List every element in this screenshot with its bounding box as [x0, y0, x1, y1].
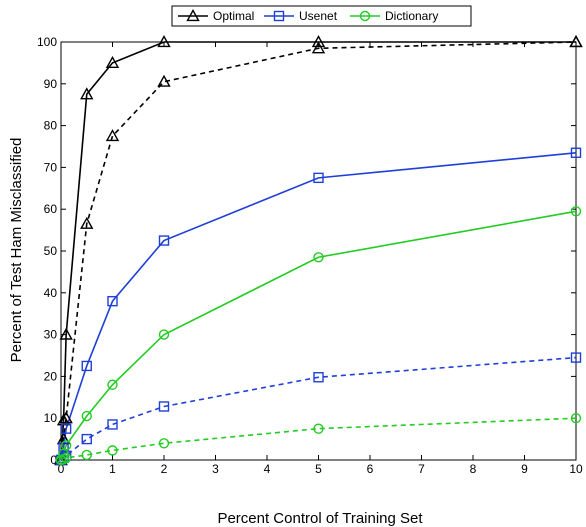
y-axis-label: Percent of Test Ham Misclassified — [8, 138, 25, 363]
data-point-usenet-dashed — [107, 419, 118, 430]
x-tick-label: 3 — [212, 462, 219, 476]
data-point-usenet-solid — [81, 360, 92, 372]
legend-label-optimal: Optimal — [213, 9, 254, 23]
y-tick-label: 80 — [44, 119, 58, 133]
x-tick-label: 9 — [521, 462, 528, 476]
y-tick-label: 90 — [44, 77, 58, 91]
data-point-dictionary-solid — [313, 252, 324, 263]
data-point-optimal-solid — [80, 87, 94, 100]
data-point-optimal-solid — [157, 35, 171, 48]
y-tick-label: 30 — [44, 328, 58, 342]
y-tick-label: 10 — [44, 411, 58, 425]
x-tick-label: 0 — [58, 462, 65, 476]
data-point-optimal-solid — [59, 327, 73, 340]
legend: Optimal Usenet Dictionary — [171, 5, 472, 27]
data-point-optimal-dashed — [157, 74, 171, 87]
x-tick-label: 2 — [161, 462, 168, 476]
data-point-dictionary-dashed — [158, 438, 170, 449]
x-tick-label: 8 — [470, 462, 477, 476]
data-point-usenet-dashed — [570, 352, 582, 363]
x-tick-label: 4 — [264, 462, 271, 476]
data-point-usenet-dashed — [313, 372, 324, 383]
x-tick-label: 6 — [367, 462, 374, 476]
data-point-usenet-solid — [158, 235, 170, 246]
data-point-dictionary-dashed — [313, 423, 324, 434]
data-point-optimal-dashed — [80, 216, 94, 229]
x-axis-label: Percent Control of Training Set — [217, 510, 423, 527]
y-tick-label: 100 — [37, 35, 57, 49]
data-point-usenet-solid — [570, 147, 582, 158]
legend-marker-dictionary — [359, 10, 371, 22]
data-point-usenet-solid — [313, 172, 324, 184]
data-point-optimal-dashed — [311, 41, 326, 54]
legend-label-dictionary: Dictionary — [385, 9, 438, 23]
y-tick-label: 40 — [44, 286, 58, 300]
data-point-usenet-dashed — [81, 433, 92, 445]
data-point-dictionary-dashed — [81, 449, 92, 461]
y-tick-label: 20 — [44, 369, 58, 383]
x-tick-label: 5 — [315, 462, 322, 476]
data-point-dictionary-solid — [570, 206, 582, 217]
data-point-optimal-solid — [311, 35, 326, 48]
data-point-optimal-solid — [105, 55, 120, 69]
y-tick-label: 60 — [44, 202, 58, 216]
data-point-dictionary-solid — [81, 410, 92, 422]
data-point-dictionary-dashed — [60, 452, 72, 464]
y-tick-label: 50 — [44, 244, 58, 258]
series-line-optimal-dashed — [60, 41, 577, 461]
data-point-usenet-dashed — [158, 401, 170, 412]
x-tick-label: 7 — [418, 462, 425, 476]
x-tick-label: 10 — [569, 462, 583, 476]
data-point-dictionary-solid — [158, 329, 170, 340]
legend-marker-usenet — [273, 10, 285, 22]
series-line-usenet-solid — [60, 151, 577, 461]
legend-label-usenet: Usenet — [299, 9, 338, 23]
x-tick-label: 1 — [109, 462, 116, 476]
data-point-optimal-dashed — [569, 35, 583, 48]
legend-marker-optimal — [186, 9, 200, 22]
data-point-usenet-solid — [107, 295, 118, 307]
data-point-usenet-solid — [60, 423, 72, 434]
data-point-dictionary-solid — [60, 440, 72, 451]
data-point-dictionary-dashed — [107, 445, 118, 456]
series-markers — [54, 35, 583, 466]
legend-box — [171, 5, 472, 27]
data-point-optimal-dashed — [105, 129, 120, 142]
data-point-dictionary-dashed — [570, 413, 582, 424]
data-point-dictionary-solid — [107, 379, 118, 390]
y-tick-label: 0 — [50, 453, 57, 467]
data-point-optimal-dashed — [59, 411, 73, 424]
y-tick-label: 70 — [44, 160, 58, 174]
series-line-optimal-solid — [60, 41, 576, 461]
